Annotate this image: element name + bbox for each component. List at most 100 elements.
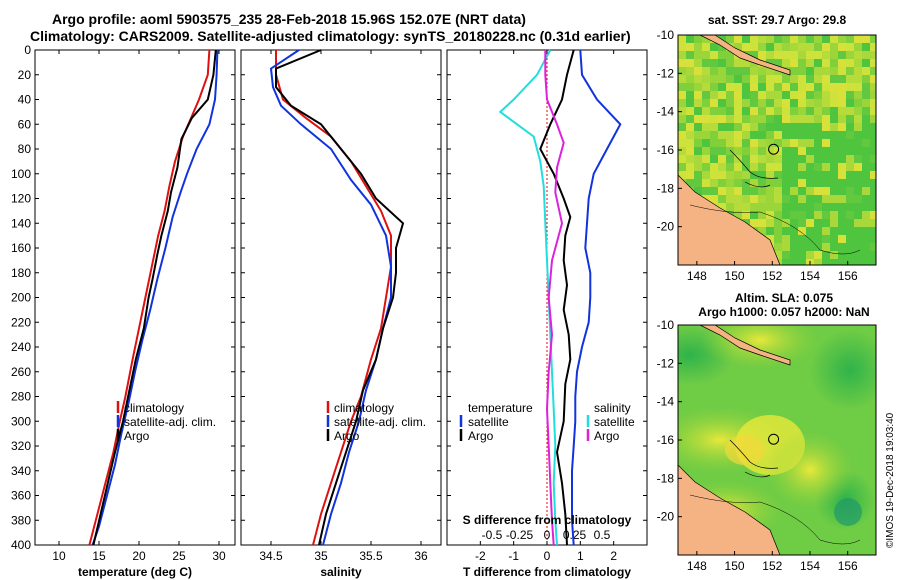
sst-cell: [702, 107, 710, 115]
sst-cell: [742, 35, 750, 43]
sst-cell: [742, 83, 750, 91]
temperature-xlabel: temperature (deg C): [78, 565, 192, 579]
sst-cell: [814, 155, 822, 163]
sst-cell: [678, 123, 686, 131]
difference-series: [498, 49, 622, 546]
sst-cell: [702, 115, 710, 123]
series-line-argo: [275, 49, 405, 546]
sst-cell: [750, 67, 758, 75]
sst-cell: [718, 107, 726, 115]
sst-cell: [862, 91, 870, 99]
sst-cell: [718, 123, 726, 131]
sst-cell: [750, 123, 758, 131]
sst-cell: [822, 91, 830, 99]
sst-cell: [734, 211, 742, 219]
sst-cell: [718, 163, 726, 171]
sst-cell: [702, 67, 710, 75]
sst-cell: [758, 115, 766, 123]
sst-cell: [718, 75, 726, 83]
sst-cell: [782, 43, 790, 51]
sst-cell: [822, 43, 830, 51]
lon-tick-label: 156: [838, 559, 858, 573]
sst-cell: [734, 67, 742, 75]
sst-cell: [846, 163, 854, 171]
x-tick-label: 10: [52, 549, 66, 563]
sst-cell: [846, 187, 854, 195]
sst-cell: [870, 131, 876, 139]
lat-tick-label: -16: [657, 143, 675, 157]
sst-cell: [710, 115, 718, 123]
lon-tick-label: 148: [687, 559, 707, 573]
sst-cell: [790, 227, 798, 235]
sst-cell: [790, 107, 798, 115]
sst-cell: [822, 195, 830, 203]
sst-cell: [782, 59, 790, 67]
sst-cell: [782, 259, 790, 265]
sst-cell: [750, 115, 758, 123]
sst-cell: [774, 187, 782, 195]
sst-map-title: sat. SST: 29.7 Argo: 29.8: [708, 13, 847, 27]
sst-cell: [806, 131, 814, 139]
lat-tick-label: -10: [657, 318, 675, 332]
sst-cell: [798, 227, 806, 235]
sst-cell: [710, 195, 718, 203]
sst-cell: [734, 107, 742, 115]
depth-tick-label: 140: [11, 216, 31, 230]
sst-cell: [678, 155, 686, 163]
sst-cell: [862, 179, 870, 187]
sst-cell: [742, 43, 750, 51]
sst-cell: [830, 211, 838, 219]
imos-stamp: ©IMOS 19-Dec-2018 19:03:40: [885, 412, 896, 548]
sst-cell: [854, 123, 862, 131]
reef-outline: [729, 149, 779, 188]
sst-cell: [798, 83, 806, 91]
sst-cell: [782, 131, 790, 139]
sst-cell: [806, 147, 814, 155]
depth-tick-label: 280: [11, 390, 31, 404]
sst-cell: [686, 123, 694, 131]
sst-cell: [838, 203, 846, 211]
sst-cell: [830, 171, 838, 179]
series-line-salinity-satellite: [498, 49, 558, 546]
sst-cell: [766, 227, 774, 235]
depth-tick-label: 80: [18, 142, 32, 156]
sst-cell: [790, 155, 798, 163]
sst-cell: [870, 43, 876, 51]
depth-tick-label: 60: [18, 117, 32, 131]
sst-cell: [830, 195, 838, 203]
sst-cell: [718, 51, 726, 59]
sst-cell: [854, 211, 862, 219]
sst-cell: [710, 171, 718, 179]
sst-cell: [742, 115, 750, 123]
sst-cell: [870, 203, 876, 211]
sst-cell: [862, 107, 870, 115]
x-tick-label: -2: [475, 549, 486, 563]
sst-cell: [726, 91, 734, 99]
sst-cell: [710, 99, 718, 107]
sst-cell: [830, 75, 838, 83]
sst-cell: [718, 131, 726, 139]
sst-cell: [782, 235, 790, 243]
sst-cell: [782, 147, 790, 155]
sst-cell: [790, 219, 798, 227]
depth-tick-label: 240: [11, 340, 31, 354]
sst-cell: [854, 99, 862, 107]
lat-tick-label: -14: [657, 105, 675, 119]
sst-cell: [854, 243, 862, 251]
sst-cell: [862, 35, 870, 43]
depth-tick-label: 20: [18, 68, 32, 82]
sst-cell: [814, 115, 822, 123]
sst-cell: [726, 35, 734, 43]
sst-cell: [830, 51, 838, 59]
sst-cell: [814, 91, 822, 99]
sst-cell: [790, 171, 798, 179]
sst-cell: [798, 59, 806, 67]
temperature-x-ticks: 10 15 20 25 30: [35, 49, 235, 563]
sst-cell: [710, 163, 718, 171]
sst-cell: [678, 75, 686, 83]
sst-cell: [694, 51, 702, 59]
sst-cell: [806, 227, 814, 235]
sst-cell: [750, 43, 758, 51]
sst-cell: [798, 179, 806, 187]
sst-cell: [694, 179, 702, 187]
